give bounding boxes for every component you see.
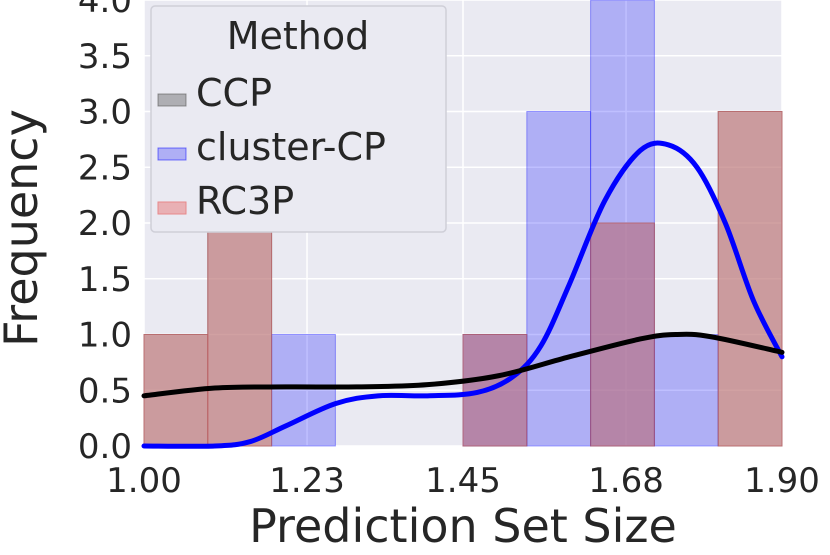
legend-swatch-rc3p — [157, 201, 187, 215]
y-tick-label: 2.0 — [78, 204, 132, 244]
legend-label-rc3p: RC3P — [196, 179, 294, 223]
rc3p-bar — [462, 334, 528, 447]
y-tick-label: 1.5 — [78, 260, 132, 300]
ccp-kde-line — [141, 331, 785, 399]
cluster-cp-bar — [653, 334, 719, 447]
y-tick-label: 1.0 — [78, 316, 132, 356]
rc3p-histogram — [143, 111, 783, 447]
x-tick-label: 1.68 — [588, 461, 664, 501]
rc3p-bar — [717, 111, 783, 447]
y-tick-label: 0.5 — [78, 371, 132, 411]
y-tick-label: 2.5 — [78, 148, 132, 188]
x-axis-ticks: 1.00 1.23 1.45 1.68 1.90 — [106, 461, 820, 501]
legend-label-cluster-cp: cluster-CP — [196, 125, 386, 169]
y-tick-label: 0.0 — [78, 427, 132, 467]
y-axis-label: Frequency — [0, 109, 48, 347]
x-axis-label: Prediction Set Size — [249, 499, 677, 553]
y-axis-ticks: 0.0 0.5 1.0 1.5 2.0 2.5 3.0 3.5 4.0 — [78, 0, 132, 467]
legend-box — [150, 5, 447, 233]
cluster-cp-bar — [526, 111, 592, 447]
legend-swatch-ccp — [157, 93, 187, 107]
y-tick-label: 3.0 — [78, 93, 132, 133]
legend-swatch-cluster-cp — [157, 147, 187, 161]
rc3p-bar — [207, 222, 273, 447]
y-tick-label: 3.5 — [78, 37, 132, 77]
legend-title: Method — [227, 14, 370, 58]
x-tick-label: 1.45 — [425, 461, 501, 501]
cluster-cp-kde-line — [141, 140, 785, 449]
y-tick-label: 4.0 — [78, 0, 132, 21]
kde-lines — [141, 140, 785, 449]
x-tick-label: 1.90 — [744, 461, 820, 501]
rc3p-bar — [590, 222, 655, 447]
x-tick-label: 1.00 — [106, 461, 182, 501]
x-tick-label: 1.23 — [269, 461, 345, 501]
legend-label-ccp: CCP — [196, 71, 272, 115]
legend: Method CCP cluster-CP RC3P — [150, 5, 447, 233]
